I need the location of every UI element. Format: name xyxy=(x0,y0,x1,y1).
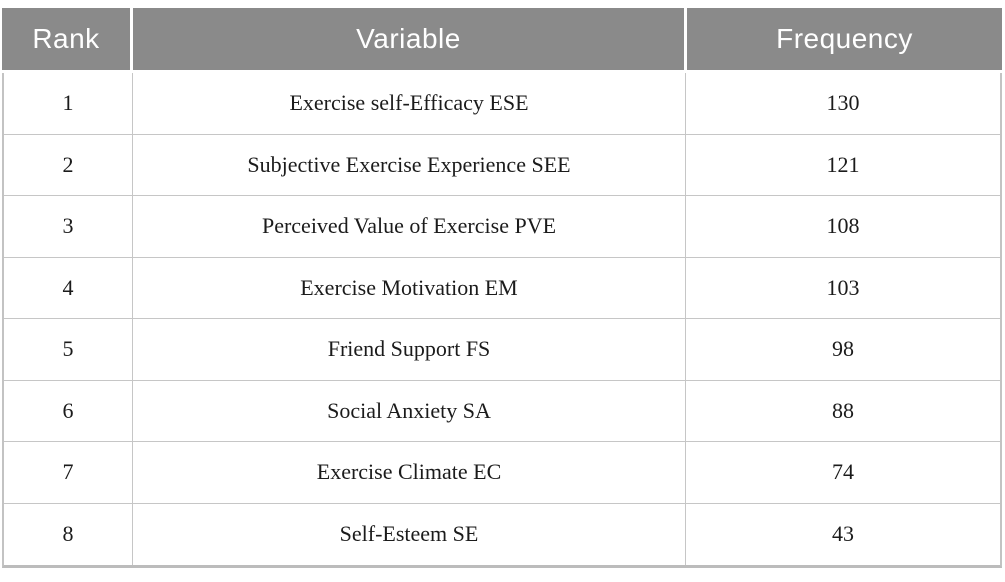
cell-variable: Exercise self-Efficacy ESE xyxy=(133,73,686,134)
cell-rank: 5 xyxy=(4,319,133,380)
frequency-table: Rank Variable Frequency 1 Exercise self-E… xyxy=(2,8,1002,568)
cell-rank: 2 xyxy=(4,134,133,195)
cell-frequency: 130 xyxy=(826,90,860,116)
cell-frequency: 108 xyxy=(826,213,860,239)
cell-frequency: 43 xyxy=(832,521,854,547)
table-body: 1 Exercise self-Efficacy ESE 130 2 Subjectiv… xyxy=(2,73,1002,568)
header-cell-variable: Variable xyxy=(133,8,687,70)
cell-rank: 3 xyxy=(4,196,133,257)
cell-variable: Exercise Motivation EM xyxy=(133,257,686,318)
table-row: 6 Social Anxiety SA 88 xyxy=(4,380,1000,442)
table-row: 1 Exercise self-Efficacy ESE 130 xyxy=(4,73,1000,135)
table-row: 2 Subjective Exercise Experience SEE 121 xyxy=(4,134,1000,196)
cell-rank: 7 xyxy=(4,442,133,503)
cell-variable: Self-Esteem SE xyxy=(133,503,686,565)
cell-frequency: 103 xyxy=(826,274,860,300)
cell-rank: 1 xyxy=(4,73,133,134)
cell-rank: 4 xyxy=(4,257,133,318)
header-cell-frequency: Frequency xyxy=(776,23,913,54)
table-header-row: Rank Variable Frequency xyxy=(2,8,1002,70)
cell-frequency: 98 xyxy=(832,336,854,362)
cell-frequency: 88 xyxy=(832,397,854,423)
cell-variable: Friend Support FS xyxy=(133,319,686,380)
cell-frequency: 74 xyxy=(832,459,854,485)
cell-variable: Exercise Climate EC xyxy=(133,442,686,503)
header-cell-rank: Rank xyxy=(2,8,133,70)
cell-variable: Social Anxiety SA xyxy=(133,380,686,441)
cell-rank: 6 xyxy=(4,380,133,441)
cell-variable: Perceived Value of Exercise PVE xyxy=(133,196,686,257)
cell-frequency: 121 xyxy=(826,151,860,177)
table-row: 7 Exercise Climate EC 74 xyxy=(4,442,1000,504)
table-row: 3 Perceived Value of Exercise PVE 108 xyxy=(4,196,1000,258)
table-row: 8 Self-Esteem SE 43 xyxy=(4,503,1000,565)
cell-rank: 8 xyxy=(4,503,133,565)
cell-variable: Subjective Exercise Experience SEE xyxy=(133,134,686,195)
table-row: 4 Exercise Motivation EM 103 xyxy=(4,257,1000,319)
table-row: 5 Friend Support FS 98 xyxy=(4,319,1000,381)
